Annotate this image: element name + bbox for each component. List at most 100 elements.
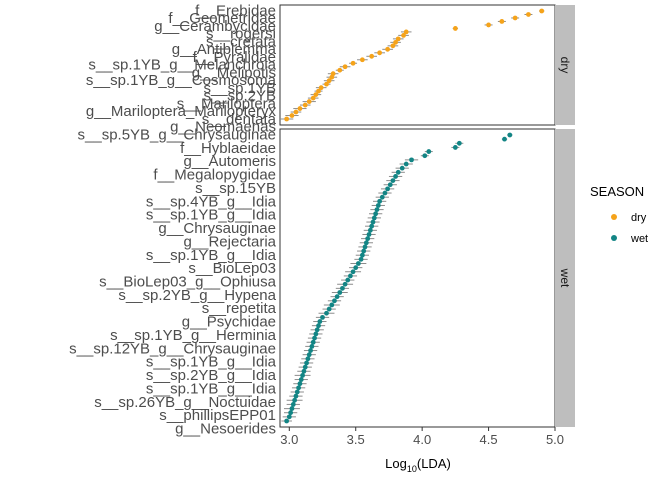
- species-label: s__Mariloptera: [177, 95, 277, 112]
- species-label: g__Rejectaria: [183, 233, 276, 250]
- lda-point-wet: [409, 157, 414, 163]
- lda-point-wet: [353, 265, 359, 271]
- x-tick-label: 3.5: [347, 432, 365, 447]
- lda-point-dry: [452, 26, 458, 31]
- lda-point-wet: [377, 198, 383, 204]
- species-label: g__Psychidae: [182, 314, 276, 331]
- lda-point-wet: [399, 165, 405, 171]
- species-label: s__repetita: [202, 300, 277, 317]
- lda-point-wet: [298, 377, 304, 382]
- lda-point-wet: [374, 207, 380, 213]
- lda-point-wet: [362, 244, 368, 250]
- lda-point-wet: [502, 136, 507, 142]
- lda-point-dry: [390, 43, 396, 49]
- lda-point-wet: [306, 352, 312, 358]
- lda-point-wet: [426, 149, 432, 154]
- lda-point-wet: [305, 356, 311, 362]
- lda-point-wet: [316, 323, 321, 329]
- lda-point-wet: [403, 161, 409, 167]
- lda-point-wet: [371, 215, 377, 221]
- lda-point-dry: [403, 29, 409, 35]
- panel-dry-frame: [279, 4, 556, 126]
- lda-point-wet: [296, 385, 301, 391]
- strip-wet-label: wet: [558, 268, 572, 288]
- lda-point-dry: [350, 60, 356, 66]
- legend: SEASON dry wet: [590, 184, 648, 245]
- dry-marks: [280, 8, 545, 122]
- lda-point-wet: [370, 219, 376, 225]
- lda-point-dry: [318, 85, 324, 91]
- species-label: s__BioLep03_g__Ophiusa: [99, 274, 276, 291]
- lda-point-wet: [375, 203, 381, 208]
- species-label: g__Cerambycidae: [154, 18, 276, 35]
- species-label: s__sp.15YB: [195, 180, 276, 197]
- lda-point-dry: [297, 106, 303, 111]
- lda-point-wet: [395, 169, 401, 175]
- lda-point-wet: [317, 319, 323, 324]
- lda-point-dry: [326, 78, 332, 84]
- lda-point-dry: [306, 99, 312, 104]
- lda-point-wet: [289, 406, 295, 411]
- lda-point-wet: [304, 360, 309, 366]
- legend-key-wet: [611, 235, 617, 241]
- strip-dry-label: dry: [558, 57, 572, 74]
- lda-point-wet: [366, 232, 372, 237]
- lda-point-wet: [387, 182, 393, 188]
- lda-point-wet: [320, 314, 325, 320]
- species-label: s__sp.1YB_g__Herminia: [110, 327, 277, 344]
- lda-point-wet: [456, 140, 462, 146]
- lda-point-dry: [324, 81, 329, 87]
- lda-point-dry: [377, 50, 383, 56]
- panel-wet-frame: [279, 128, 556, 428]
- panel-wet: wet: [279, 128, 575, 428]
- lda-point-dry: [486, 22, 491, 28]
- wet-marks: [281, 132, 513, 424]
- x-axis: 3.0 3.5 4.0 4.5 5.0: [280, 426, 564, 447]
- lda-point-wet: [308, 348, 313, 353]
- lda-point-wet: [329, 302, 335, 308]
- lda-point-wet: [324, 310, 329, 316]
- lda-point-wet: [393, 174, 398, 179]
- lda-point-dry: [337, 67, 343, 73]
- lda-point-wet: [292, 397, 298, 403]
- legend-title: SEASON: [590, 184, 644, 199]
- species-label: s__rogersi: [206, 26, 276, 43]
- lda-point-dry: [369, 53, 375, 59]
- lda-point-dry: [313, 92, 319, 98]
- species-label: s__sp.1YB_g__Idia: [146, 380, 277, 397]
- legend-key-dry: [611, 214, 617, 220]
- lda-point-wet: [350, 269, 356, 275]
- lda-point-dry: [539, 8, 545, 14]
- species-label: g__Nesoerides: [175, 421, 276, 438]
- lda-point-wet: [355, 261, 361, 266]
- lda-point-wet: [332, 298, 337, 304]
- lda-point-wet: [385, 186, 391, 192]
- lda-point-dry: [401, 32, 406, 38]
- lda-point-wet: [297, 381, 303, 387]
- species-label: s__sp.1YB_g__Idia: [146, 354, 277, 371]
- lda-point-dry: [526, 12, 531, 17]
- species-label: f__Megalopygidae: [153, 167, 276, 184]
- lda-point-wet: [302, 364, 308, 370]
- lda-point-wet: [340, 285, 345, 291]
- species-label: g__Mariloptera_Marilopteryx: [86, 103, 277, 120]
- lda-point-dry: [310, 95, 316, 101]
- species-label: s__dentata: [202, 111, 277, 128]
- lda-point-wet: [367, 227, 373, 233]
- species-label: s__BioLep03: [188, 260, 276, 277]
- x-ticks: 3.0 3.5 4.0 4.5 5.0: [280, 427, 564, 447]
- lda-point-wet: [365, 236, 371, 242]
- species-label: f__Hyblaeidae: [180, 140, 276, 157]
- species-label: g__Neomaenas: [170, 119, 276, 136]
- lda-point-wet: [337, 290, 343, 295]
- species-label: g__Melipotis: [192, 64, 276, 81]
- lda-point-wet: [345, 277, 351, 283]
- lda-point-wet: [369, 223, 375, 229]
- lda-point-dry: [393, 39, 398, 45]
- x-tick-label: 3.0: [280, 432, 298, 447]
- species-label: s__sp.1YB_g__Cosmosoma: [86, 72, 277, 89]
- lda-point-wet: [334, 294, 340, 300]
- panel-dry: dry: [279, 4, 575, 126]
- lda-point-dry: [359, 57, 365, 63]
